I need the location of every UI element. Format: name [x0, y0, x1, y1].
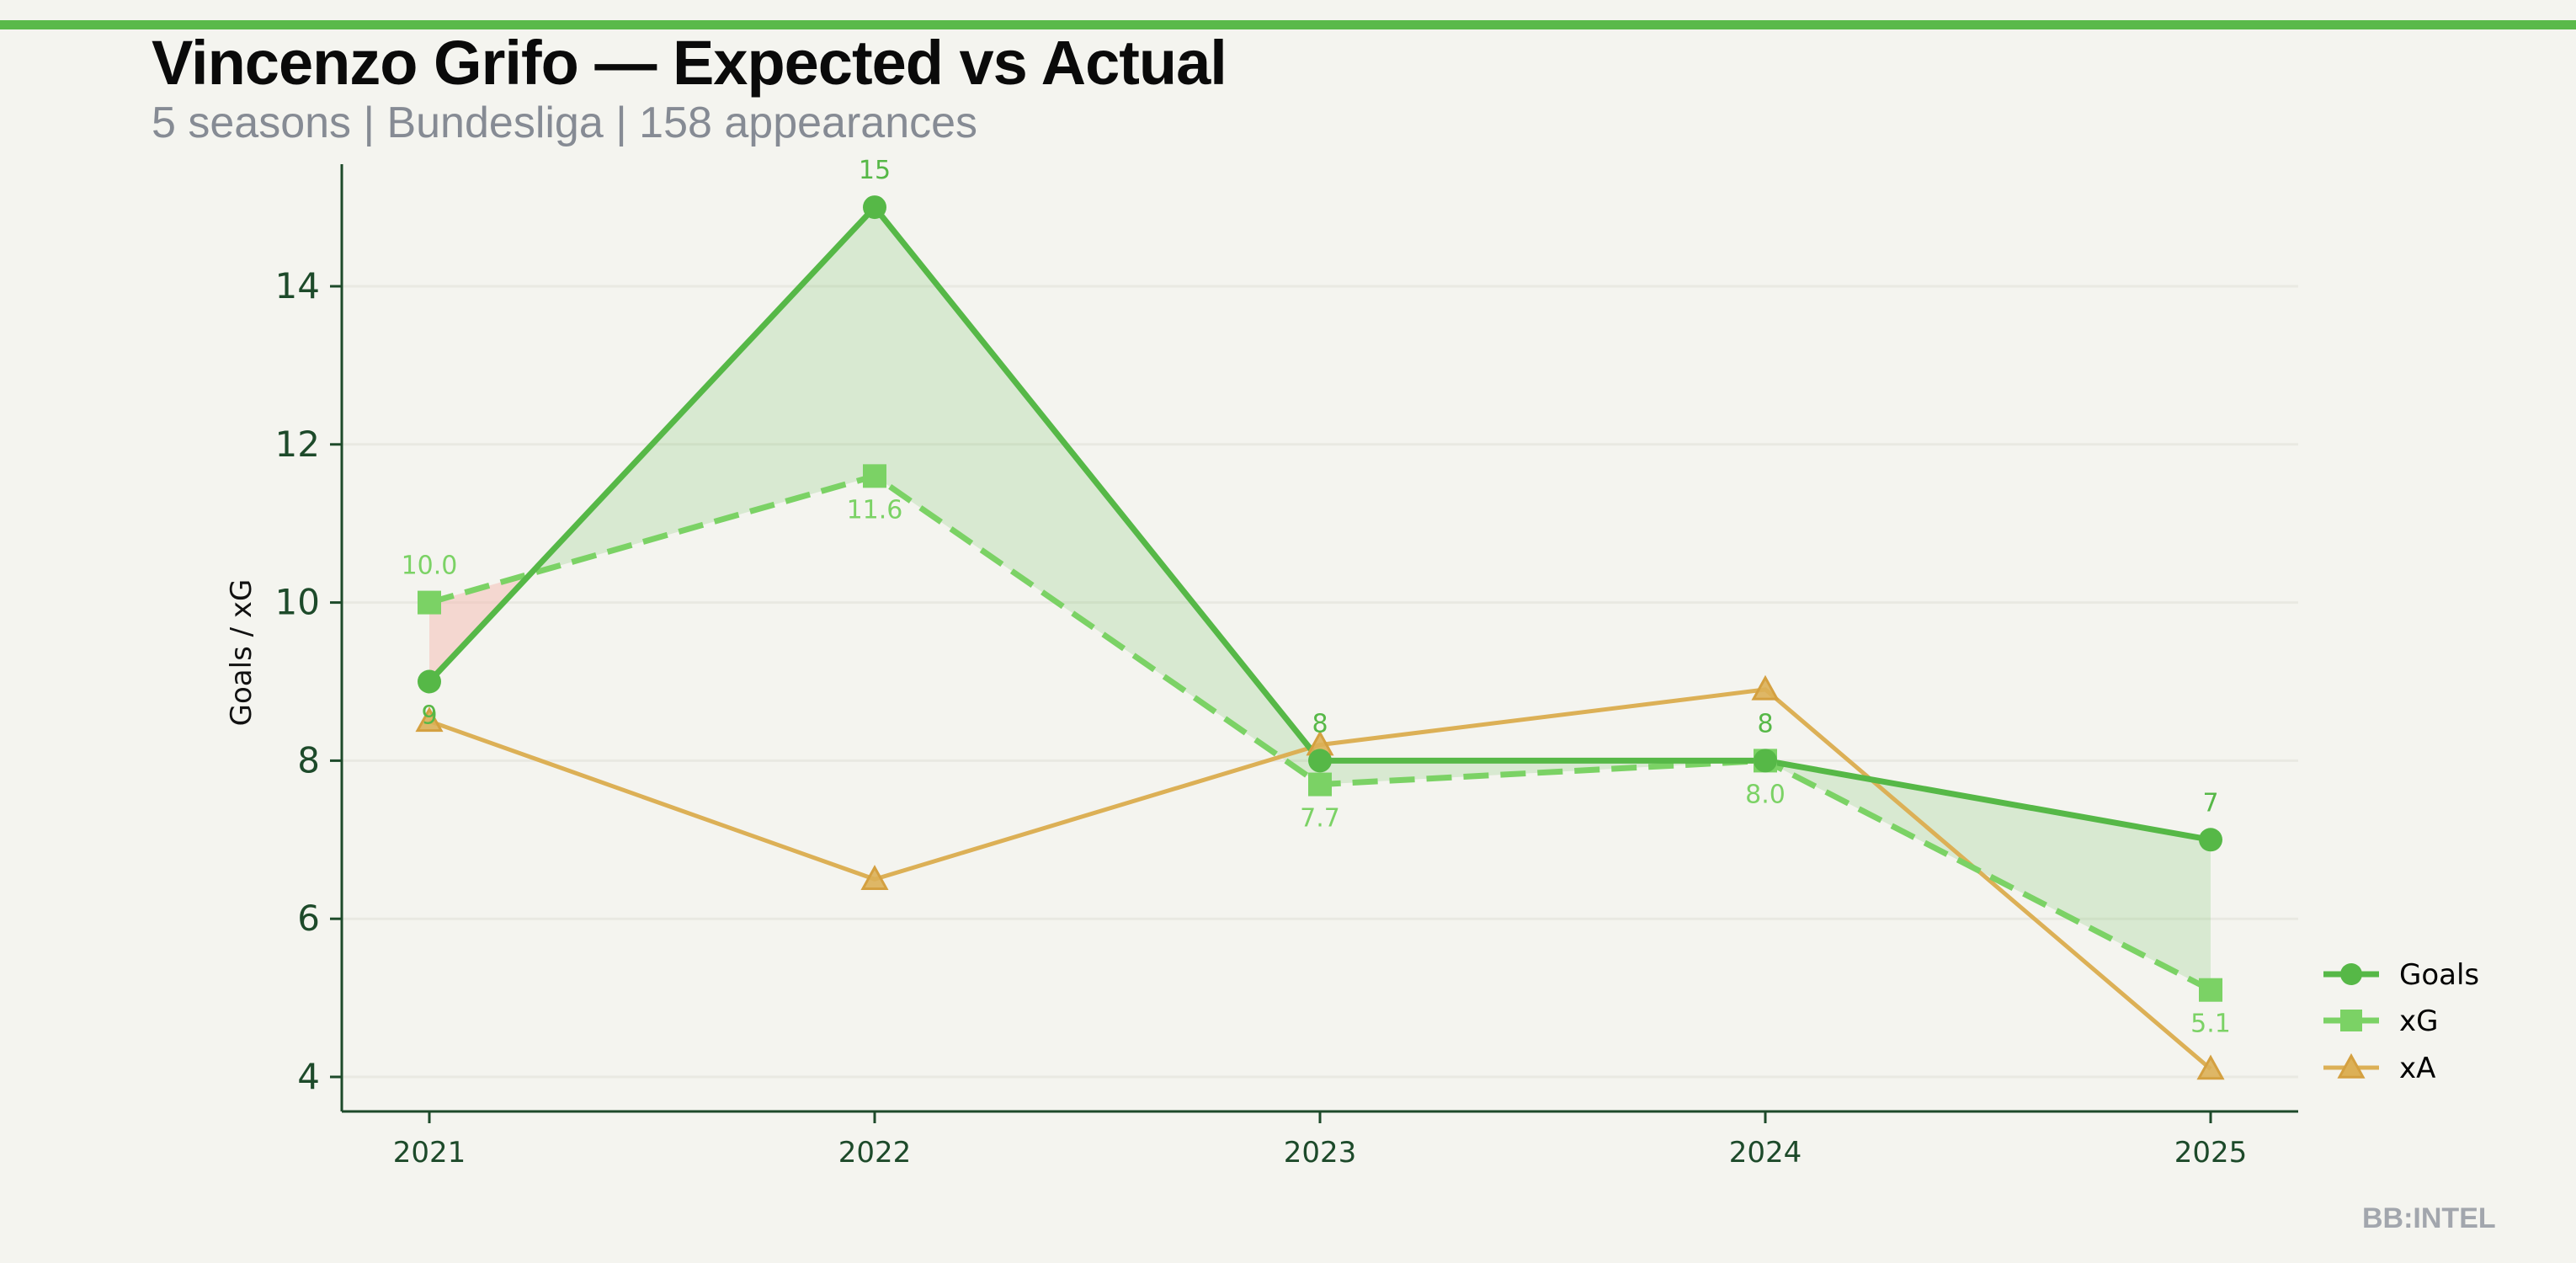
- y-tick-label: 4: [297, 1056, 320, 1097]
- overperformance-fill: [875, 207, 1320, 785]
- x-tick-label: 2024: [1729, 1136, 1802, 1170]
- x-tick-label: 2022: [838, 1136, 912, 1170]
- xg-data-label: 11.6: [847, 495, 903, 525]
- xg-marker: [1308, 772, 1332, 797]
- legend-triangle-icon: [2337, 1052, 2366, 1079]
- y-axis-label: Goals / xG: [225, 579, 258, 727]
- xa-marker: [1751, 674, 1780, 701]
- y-tick-label: 8: [297, 739, 320, 781]
- legend: Goals xG xA: [2323, 958, 2479, 1085]
- x-tick-label: 2023: [1284, 1136, 1357, 1170]
- xg-data-label: 5.1: [2190, 1010, 2231, 1039]
- x-tick-label: 2021: [393, 1136, 466, 1170]
- xg-data-label: 7.7: [1300, 804, 1340, 834]
- y-tick-label: 12: [275, 424, 320, 465]
- goals-marker: [863, 195, 886, 220]
- chart-title: Vincenzo Grifo — Expected vs Actual: [152, 28, 1227, 98]
- xg-data-label: 10.0: [402, 552, 458, 581]
- legend-label: Goals: [2399, 958, 2479, 992]
- xg-data-label: 8.0: [1745, 780, 1786, 809]
- goals-data-label: 7: [2202, 788, 2218, 818]
- x-tick-label: 2025: [2174, 1136, 2248, 1170]
- goals-marker: [1754, 749, 1777, 773]
- goals-data-label: 15: [859, 156, 891, 185]
- xa-marker: [415, 706, 444, 733]
- goals-marker: [2199, 828, 2222, 852]
- goals-data-label: 8: [1312, 709, 1328, 738]
- legend-square-icon: [2340, 1010, 2362, 1031]
- xg-marker: [418, 590, 441, 615]
- y-tick-label: 10: [275, 582, 320, 623]
- goals-data-label: 9: [421, 701, 437, 731]
- goals-data-label: 8: [1757, 709, 1773, 738]
- xa-marker: [860, 865, 889, 890]
- goals-marker: [418, 669, 441, 694]
- top-accent-bar: [0, 20, 2576, 29]
- brand-watermark: BB:INTEL: [2362, 1202, 2496, 1234]
- legend-label: xG: [2399, 1005, 2438, 1038]
- xg-marker: [863, 464, 886, 488]
- legend-circle-icon: [2340, 963, 2362, 985]
- xg-marker: [2199, 978, 2222, 1002]
- y-tick-label: 14: [275, 265, 320, 306]
- xa-marker: [2196, 1054, 2225, 1080]
- chart-subtitle: 5 seasons | Bundesliga | 158 appearances: [152, 99, 978, 147]
- y-tick-label: 6: [297, 898, 320, 939]
- legend-label: xA: [2399, 1052, 2435, 1085]
- goals-marker: [1308, 749, 1332, 773]
